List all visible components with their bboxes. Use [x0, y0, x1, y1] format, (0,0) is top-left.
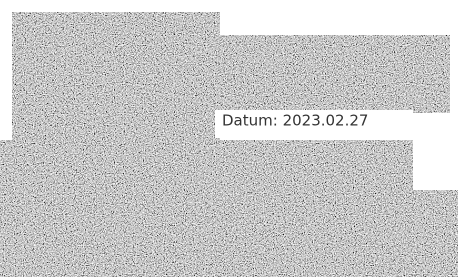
noise-patch — [0, 140, 413, 277]
screenshot: Datum: 2023.02.27 — [0, 0, 458, 277]
date-label: Datum: 2023.02.27 — [222, 112, 368, 130]
noise-patch — [12, 12, 220, 162]
noise-patch — [215, 35, 450, 113]
noise-patch — [413, 190, 458, 277]
page: Datum: 2023.02.27 (() => { const data = … — [0, 0, 458, 277]
